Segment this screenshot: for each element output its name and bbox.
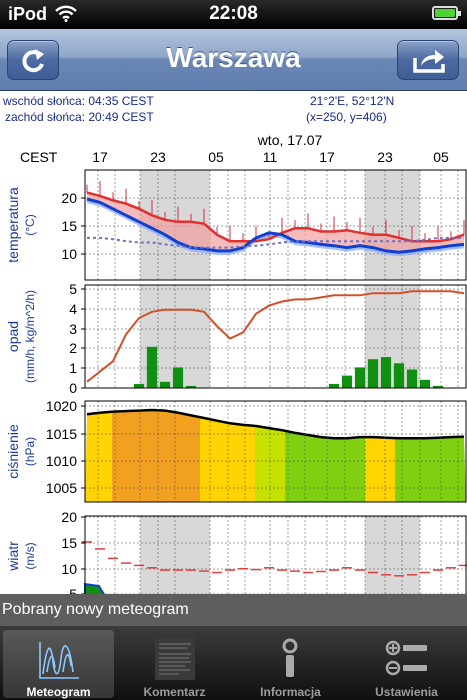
- rain-bar: [393, 363, 405, 388]
- wifi-icon: [55, 5, 77, 27]
- clock: 22:08: [209, 3, 258, 24]
- rain-bar: [419, 379, 431, 388]
- precipitation-frame: [84, 284, 467, 389]
- pressure-axis-label: ciśnienie: [5, 424, 21, 479]
- temperature-frame: [84, 169, 467, 281]
- rain-bar: [354, 367, 366, 388]
- tick-label: 5: [69, 281, 77, 297]
- pressure-line: [86, 408, 465, 440]
- tick-label: 1005: [46, 480, 77, 496]
- tick-label: 15: [61, 535, 77, 551]
- pressure-zone: [112, 410, 200, 502]
- wind-unit-label: (m/s): [23, 542, 37, 569]
- hour-label: 23: [377, 149, 393, 165]
- hour-label: 23: [150, 149, 166, 165]
- refresh-icon: [22, 49, 44, 73]
- hour-label: 17: [319, 149, 335, 165]
- rain-bar: [185, 385, 197, 388]
- sunrise-text: wschód słońca: 04:35 CEST: [3, 94, 154, 108]
- tab-meteogram-label: Meteogram: [26, 685, 91, 699]
- tick-label: 4: [69, 301, 77, 317]
- tick-label: 2: [69, 340, 77, 356]
- pressure-unit-label: (hPa): [23, 437, 37, 466]
- hour-label: 05: [208, 149, 224, 165]
- tab-info-label: Informacja: [260, 685, 321, 699]
- tick-label: 20: [61, 509, 77, 525]
- coordinates-text: 21°2'E, 52°12'N: [310, 94, 395, 108]
- tick-label: 1015: [46, 426, 77, 442]
- wind-frame: [84, 515, 467, 594]
- tick-label: 3: [69, 321, 77, 337]
- temperature-min-line: [86, 197, 465, 254]
- grid-point-text: (x=250, y=406): [306, 110, 387, 124]
- pressure-zone: [85, 410, 112, 502]
- tick-label: 10: [61, 561, 77, 577]
- tab-info[interactable]: Informacja: [235, 630, 346, 699]
- hour-label: 17: [92, 149, 108, 165]
- rain-bar: [328, 383, 340, 388]
- battery-icon: [432, 6, 461, 20]
- meteogram-icon: [39, 642, 79, 679]
- precipitation-unit-label: (mm/h, kg/m^2/h): [23, 290, 37, 383]
- pressure-panel: [81, 400, 467, 503]
- rain-bar: [341, 375, 353, 388]
- location-info: wschód słońca: 04:35 CEST zachód słońca:…: [0, 91, 467, 127]
- navigation-bar: Warszawa: [0, 29, 467, 91]
- night-band: [140, 516, 210, 594]
- tick-label: 10: [61, 246, 77, 262]
- sunset-text: zachód słońca: 20:49 CEST: [5, 110, 154, 124]
- precipitation-axis-label: opad: [5, 321, 21, 352]
- status-toast: Pobrany nowy meteogram: [0, 594, 467, 626]
- wind-panel: [81, 515, 467, 594]
- tab-comment[interactable]: Komentarz: [119, 630, 230, 699]
- info-icon: [282, 638, 298, 677]
- rain-bar: [380, 357, 392, 388]
- page-title: Warszawa: [166, 42, 301, 73]
- wind-axis-label: wiatr: [5, 541, 21, 572]
- rain-bar: [133, 383, 145, 388]
- tick-label: 15: [61, 218, 77, 234]
- date-label: wto, 17.07: [257, 132, 323, 148]
- temperature-axis-label: temperatura: [5, 187, 21, 263]
- settings-icon: [385, 640, 427, 676]
- timezone-label: CEST: [20, 149, 58, 165]
- rain-bar: [406, 369, 418, 388]
- night-band: [365, 170, 420, 280]
- tick-label: 1010: [46, 453, 77, 469]
- precipitation-cumulative-line: [86, 290, 465, 383]
- tab-settings-label: Ustawienia: [375, 685, 438, 699]
- comment-icon: [155, 638, 195, 680]
- hour-label: 11: [263, 149, 278, 165]
- carrier-label: iPod: [8, 4, 47, 24]
- tab-settings[interactable]: Ustawienia: [351, 630, 462, 699]
- rain-bar: [146, 346, 158, 388]
- share-button[interactable]: [397, 40, 459, 80]
- temperature-max-line: [86, 191, 465, 243]
- precipitation-panel: [81, 284, 467, 389]
- tab-meteogram[interactable]: Meteogram: [3, 630, 114, 699]
- temperature-min-band: [87, 199, 464, 257]
- rain-bar: [432, 385, 444, 388]
- tab-bar: Meteogram Komentarz Informacja Ustawieni…: [0, 626, 467, 700]
- temperature-panel: [81, 169, 467, 281]
- refresh-button[interactable]: [7, 40, 59, 80]
- rain-bar: [367, 359, 379, 388]
- hour-label: 05: [433, 149, 449, 165]
- tab-comment-label: Komentarz: [143, 685, 206, 699]
- rain-bar: [172, 367, 184, 388]
- tick-label: 1020: [46, 398, 77, 414]
- tick-label: 0: [69, 380, 77, 396]
- tick-label: 20: [61, 190, 77, 206]
- pressure-frame: [84, 400, 467, 503]
- share-icon: [413, 50, 445, 73]
- temperature-band: [87, 192, 464, 253]
- temperature-unit-label: (°C): [23, 214, 37, 235]
- tick-label: 5: [69, 586, 77, 594]
- rain-bar: [159, 381, 171, 388]
- tick-label: 1: [69, 360, 77, 376]
- status-bar: iPod 22:08: [0, 0, 467, 29]
- night-band: [365, 516, 420, 594]
